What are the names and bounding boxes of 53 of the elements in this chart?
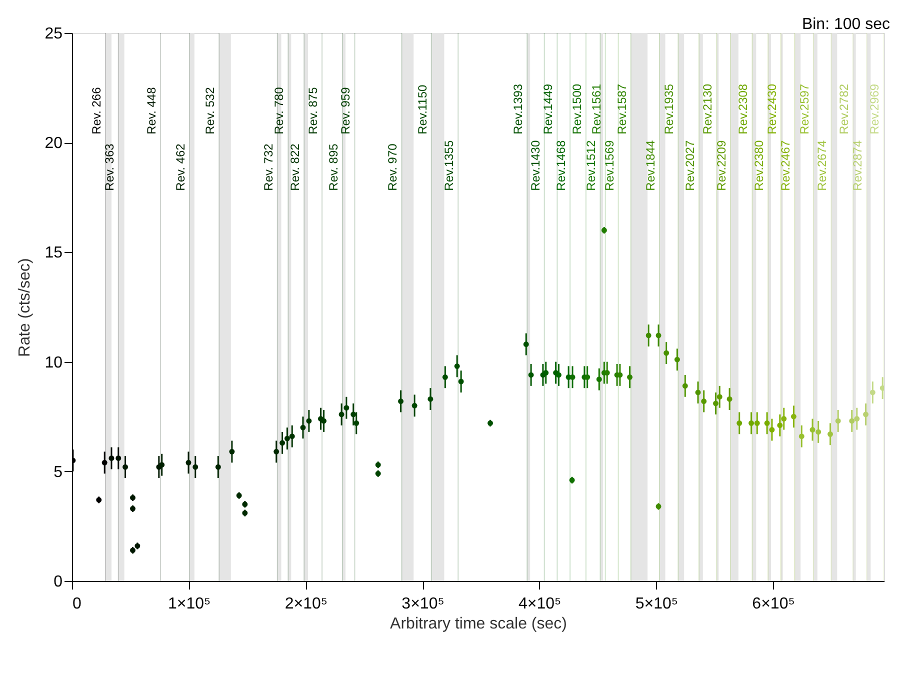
ref-line-label: Rev. 448 (144, 86, 158, 134)
y-tick-label: 5 (54, 464, 63, 481)
ref-line-label: Rev.1468 (554, 140, 568, 191)
x-tick-label: 2×10⁵ (284, 596, 328, 612)
ref-line-label: Rev. 970 (386, 143, 400, 191)
ref-line-label: Rev.2130 (700, 84, 715, 134)
ref-line-label: Rev.2467 (778, 140, 793, 191)
ref-line-label: Rev.2027 (682, 140, 697, 191)
y-tick-label: 25 (44, 26, 63, 42)
y-tick-label: 0 (54, 574, 63, 590)
ref-line-label: Rev. 532 (203, 86, 218, 134)
ref-line-label: Rev.2874 (850, 140, 865, 191)
ref-line-label: Rev.2308 (736, 84, 750, 134)
ref-line-label: Rev. 895 (326, 143, 340, 191)
ref-line-label: Rev.1935 (662, 84, 676, 134)
ref-line-label: Rev. 462 (174, 143, 188, 191)
x-tick-label: 1×10⁵ (168, 596, 211, 612)
ref-line-label: Rev.1500 (570, 84, 584, 134)
y-axis-title: Rate (cts/sec) (16, 258, 34, 357)
text: Bin: 100 sec (802, 16, 890, 33)
ref-line-label: Rev. 266 (90, 86, 104, 134)
ref-line-label: Rev.2209 (714, 140, 728, 191)
ref-line-label: Rev.1587 (614, 84, 629, 134)
ref-line-label: Rev.2969 (867, 84, 882, 134)
ref-line-label: Rev.1569 (602, 140, 616, 191)
x-tick-label: 4×10⁵ (518, 596, 562, 612)
ref-line-label: Rev. 822 (288, 143, 302, 191)
ref-line-label: Rev.1561 (589, 84, 604, 134)
ref-line-label: Rev. 875 (306, 86, 320, 134)
ref-line-label: Rev.1393 (511, 84, 526, 134)
x-axis-title: Arbitrary time scale (sec) (390, 616, 567, 632)
x-tick-label: 3×10⁵ (402, 596, 444, 612)
ref-line-label: Rev.1844 (643, 140, 658, 191)
ref-line-label: Rev.1449 (541, 84, 556, 134)
ref-line-label: Rev.2674 (815, 140, 830, 191)
ref-line-label: Rev.1430 (528, 140, 542, 191)
ref-line-label: Rev.1355 (442, 140, 456, 191)
ref-line-label: Rev. 780 (272, 86, 286, 134)
ref-line-label: Rev.1150 (415, 84, 430, 134)
ref-line-label: Rev. 732 (261, 143, 276, 191)
ref-line-label: Rev.2597 (797, 84, 812, 134)
y-tick-label: 10 (44, 354, 63, 372)
y-tick-label: 15 (44, 244, 63, 262)
x-tick-label: 6×10⁵ (752, 596, 795, 612)
x-tick-label: 5×10⁵ (635, 596, 678, 612)
ref-line-label: Rev. 363 (102, 143, 116, 191)
ref-line-label: Rev.1512 (584, 140, 598, 191)
ref-line-label: Rev.2380 (752, 140, 766, 191)
y-tick-label: 20 (44, 135, 63, 152)
ref-line-label: Rev.2782 (836, 84, 851, 134)
ref-line-label: Rev.2430 (764, 84, 779, 134)
x-tick-label: 0 (72, 596, 82, 612)
ref-line-label: Rev. 959 (338, 86, 353, 134)
